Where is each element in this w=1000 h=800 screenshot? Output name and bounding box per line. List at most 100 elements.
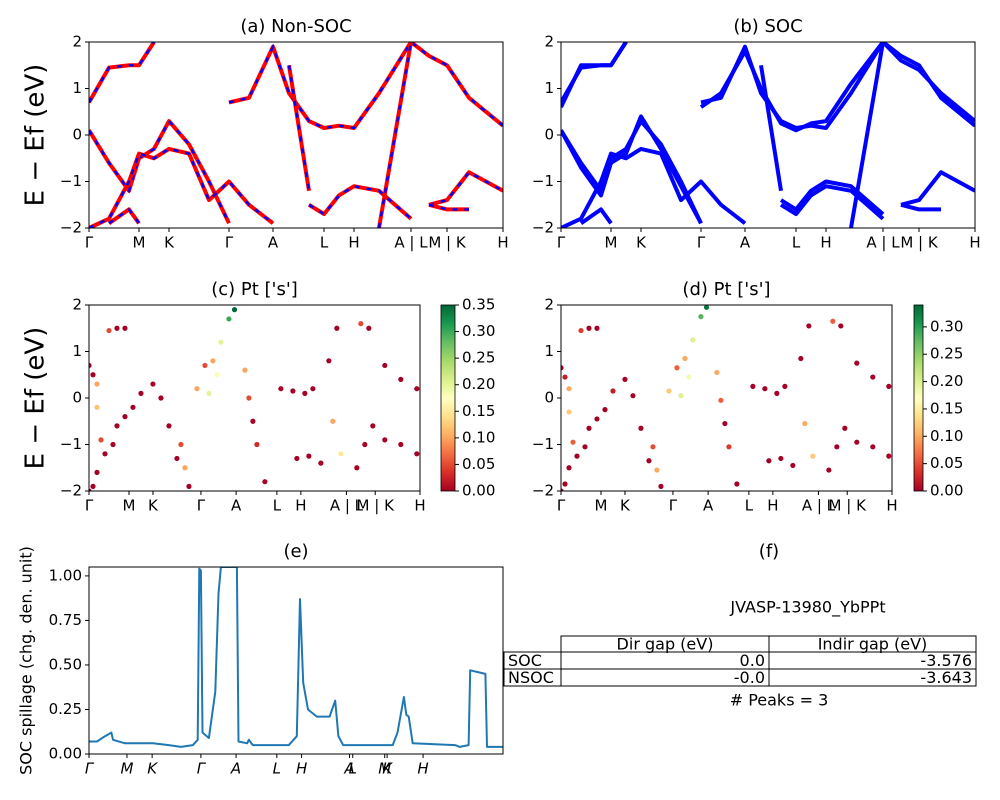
projection-point [366, 325, 372, 331]
x-tick-label: A [703, 497, 714, 515]
colorbar-tick-label: 0.20 [462, 375, 495, 393]
x-tick-label: H [767, 497, 778, 515]
x-tick-label: Γ [669, 497, 678, 515]
projection-point [722, 420, 728, 427]
x-tick-label: M | K [900, 234, 939, 252]
x-tick-label: Γ [85, 497, 94, 515]
projection-point [186, 483, 192, 489]
x-tick-label: Γ [225, 234, 234, 252]
projection-point [354, 465, 360, 471]
peaks-note: # Peaks = 3 [730, 691, 829, 710]
projection-point [838, 323, 844, 329]
projection-point [94, 469, 100, 475]
projection-point [414, 386, 420, 392]
projection-point [726, 444, 732, 450]
colorbar [440, 304, 456, 492]
projection-point [302, 390, 308, 396]
projection-point [766, 458, 772, 464]
y-tick-label: 0 [544, 389, 554, 407]
band-line-dashed [89, 147, 503, 228]
projection-point [638, 425, 644, 431]
projection-point [682, 355, 688, 362]
band-line [89, 146, 503, 228]
y-tick-label: 2 [544, 33, 554, 51]
projection-point [246, 395, 252, 401]
panel-title: (f) [759, 541, 779, 562]
y-axis-label: SOC spillage (chg. den. unit) [17, 546, 36, 775]
colorbar-tick-label: 0.05 [462, 455, 495, 473]
y-tick-label: 1 [72, 79, 82, 97]
y-tick-label: 2 [72, 296, 82, 314]
x-tick-label: L [745, 497, 754, 515]
projection-point [398, 441, 404, 448]
projection-point [854, 439, 860, 445]
projection-point [89, 362, 92, 369]
colorbar-tick-label: 0.10 [462, 428, 495, 446]
x-tick-label: M [594, 497, 607, 515]
projection-point [561, 488, 564, 491]
axes-frame [88, 41, 504, 229]
projection-point [150, 381, 156, 387]
colorbar-tick-label: 0.30 [930, 317, 963, 335]
projection-point [290, 388, 296, 394]
y-tick-label: 2 [544, 296, 554, 314]
projection-point [774, 390, 780, 396]
projection-point [94, 381, 100, 387]
projection-point [114, 325, 120, 331]
x-tick-label: H [348, 234, 359, 252]
table-header: Indir gap (eV) [818, 635, 928, 654]
axes-frame [560, 41, 976, 229]
panel-title: (d) Pt ['s'] [682, 279, 770, 300]
axes-frame [560, 304, 893, 492]
band-line [89, 567, 503, 748]
colorbar-tick-label: 0.20 [930, 372, 963, 390]
panel-title: (b) SOC [733, 16, 802, 37]
projection-point [398, 376, 404, 382]
projection-point [294, 455, 300, 462]
projection-point [110, 441, 116, 448]
projection-point [602, 407, 608, 413]
x-tick-label: Γ [85, 234, 94, 252]
projection-point [254, 441, 260, 448]
x-tick-label: M | K [357, 497, 396, 515]
projection-point [218, 339, 224, 345]
band-line [561, 42, 975, 133]
y-tick-label: 0 [544, 126, 554, 144]
projection-point [802, 420, 808, 427]
y-tick-label: −1 [532, 435, 554, 453]
projection-point [561, 365, 564, 371]
y-tick-label: −2 [60, 482, 82, 500]
projection-point [870, 444, 876, 450]
colorbar-tick-label: 0.00 [462, 482, 495, 500]
projection-point [782, 383, 788, 389]
projection-point [242, 367, 248, 373]
x-tick-label: M [378, 760, 391, 778]
table-cell-text: NSOC [508, 668, 554, 687]
projection-point [250, 418, 256, 424]
x-tick-label: M [120, 760, 133, 778]
x-tick-label: L [320, 234, 329, 252]
projection-point [382, 437, 388, 443]
projection-point [562, 481, 568, 487]
y-tick-label: −1 [60, 172, 82, 190]
x-tick-label: L [349, 760, 357, 778]
table-cell [560, 651, 770, 670]
projection-point [231, 307, 238, 313]
x-tick-label: M | K [829, 497, 868, 515]
plot-area [561, 305, 892, 491]
colorbar-tick-label: 0.25 [462, 349, 495, 367]
projection-point [202, 362, 208, 369]
projection-point [122, 325, 128, 331]
projection-point [194, 386, 200, 392]
x-tick-label: K [382, 760, 393, 778]
projection-point [414, 451, 420, 457]
projection-point [574, 453, 580, 459]
projection-point [703, 305, 710, 310]
table-cell-text: -3.643 [920, 668, 972, 687]
projection-point [89, 488, 92, 491]
x-tick-label: H [886, 497, 897, 515]
y-tick-label: 1 [72, 342, 82, 360]
panel-title: (c) Pt ['s'] [211, 279, 298, 300]
projection-point [762, 386, 768, 392]
y-tick-label: −2 [532, 482, 554, 500]
